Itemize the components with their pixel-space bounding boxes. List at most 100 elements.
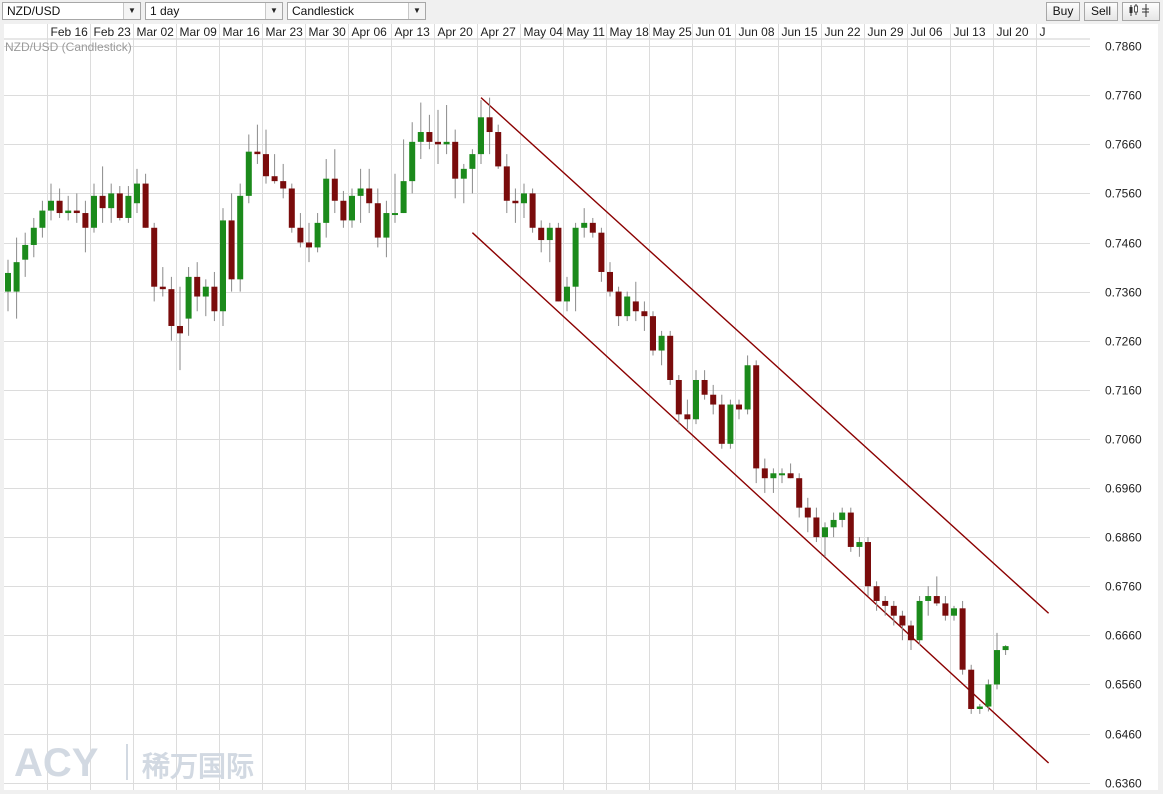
candle-up xyxy=(220,208,226,326)
candle-down xyxy=(211,271,218,322)
candle-body xyxy=(572,227,579,287)
candle-body xyxy=(202,286,209,297)
candle-body xyxy=(512,200,519,204)
candle-body xyxy=(99,195,106,209)
candle-up xyxy=(400,139,407,214)
candle-body xyxy=(306,242,312,248)
chevron-down-icon: ▼ xyxy=(265,3,282,19)
candle-body xyxy=(727,404,734,444)
candle-up xyxy=(5,259,11,312)
candle-body xyxy=(890,605,897,616)
candle-body xyxy=(538,227,545,241)
candle-up xyxy=(22,232,29,277)
candle-body xyxy=(220,220,226,312)
sell-button[interactable]: Sell xyxy=(1084,2,1118,21)
candle-down xyxy=(435,109,441,164)
date-tick-label: Jun 29 xyxy=(868,25,904,39)
buy-button[interactable]: Buy xyxy=(1046,2,1080,21)
date-tick-label: Mar 09 xyxy=(180,25,218,39)
candle-up xyxy=(994,632,1000,690)
candle-down xyxy=(675,375,682,425)
candle-up xyxy=(349,188,355,228)
price-tick-label: 0.7060 xyxy=(1105,433,1142,447)
candle-down xyxy=(73,193,80,223)
price-chart[interactable]: ACY 稀万国际 Feb 16 Feb 23 Mar 02 Mar 09 Mar 16 M… xyxy=(0,22,1163,794)
candle-body xyxy=(392,213,398,216)
candle-down xyxy=(908,620,914,651)
candle-body xyxy=(521,193,527,204)
chart-toolbar: NZD/USD ▼ 1 day ▼ Candlestick ▼ Buy Sell xyxy=(0,0,1163,22)
candle-body xyxy=(73,210,80,214)
candle-body xyxy=(495,132,502,167)
candle-down xyxy=(710,384,717,415)
price-tick-label: 0.7360 xyxy=(1105,286,1142,300)
candle-body xyxy=(976,706,983,709)
candle-down xyxy=(882,596,889,616)
candle-body xyxy=(546,227,553,241)
candle-body xyxy=(865,542,871,587)
candle-up xyxy=(925,586,932,616)
candle-body xyxy=(951,608,957,616)
candle-down xyxy=(297,213,304,248)
candle-up xyxy=(383,200,390,258)
candle-body xyxy=(314,222,321,248)
candle-body xyxy=(383,213,390,238)
date-axis: Feb 16 Feb 23 Mar 02 Mar 09 Mar 16 Mar 23 Mar … xyxy=(51,25,1046,39)
candle-body xyxy=(675,379,682,415)
candle-up xyxy=(245,134,252,204)
candle-body xyxy=(650,316,656,351)
date-tick-label: May 04 xyxy=(524,25,564,39)
candle-body xyxy=(366,188,373,204)
candle-body xyxy=(374,203,381,238)
grid xyxy=(4,24,1090,790)
candle-body xyxy=(770,473,777,479)
candle-up xyxy=(658,330,665,366)
candle-up xyxy=(65,195,72,221)
candle-down xyxy=(142,173,149,228)
watermark-cjk: 稀万国际 xyxy=(142,750,254,783)
candle-body xyxy=(968,669,975,709)
candle-body xyxy=(779,473,785,476)
candle-up xyxy=(30,217,37,258)
candles xyxy=(5,97,1009,714)
candle-up xyxy=(839,507,846,528)
candle-down xyxy=(228,193,235,292)
candle-down xyxy=(718,394,725,449)
candle-body xyxy=(830,519,837,528)
candle-up xyxy=(564,276,570,312)
candle-down xyxy=(615,286,622,326)
candle-body xyxy=(288,188,295,228)
candle-body xyxy=(134,183,140,204)
candle-up xyxy=(460,163,467,204)
candle-body xyxy=(65,210,72,214)
candle-body xyxy=(641,311,648,317)
candle-down xyxy=(452,129,459,199)
candle-body xyxy=(607,271,613,292)
candle-up xyxy=(134,168,140,214)
price-tick-label: 0.6460 xyxy=(1105,728,1142,742)
date-tick-label: Jun 15 xyxy=(782,25,818,39)
candle-down xyxy=(271,154,278,184)
candle-up xyxy=(1002,645,1009,655)
chevron-down-icon: ▼ xyxy=(123,3,140,19)
chart-type-select[interactable]: Candlestick ▼ xyxy=(287,2,426,20)
symbol-select[interactable]: NZD/USD ▼ xyxy=(2,2,141,20)
candle-body xyxy=(994,650,1000,685)
candle-body xyxy=(469,154,476,169)
interval-select[interactable]: 1 day ▼ xyxy=(145,2,283,20)
candle-up xyxy=(417,102,424,160)
candle-down xyxy=(486,97,493,155)
candle-up xyxy=(916,596,923,646)
candle-up xyxy=(323,159,330,238)
trend-channel xyxy=(471,97,1050,764)
candle-body xyxy=(108,193,115,209)
candle-body xyxy=(701,379,708,395)
indicator-button[interactable] xyxy=(1122,2,1160,21)
interval-select-value: 1 day xyxy=(150,4,180,18)
candle-up xyxy=(13,237,20,319)
candle-body xyxy=(710,394,717,405)
candle-down xyxy=(650,311,656,356)
candle-body xyxy=(400,181,407,214)
price-tick-label: 0.7160 xyxy=(1105,384,1142,398)
candle-down xyxy=(263,129,269,184)
